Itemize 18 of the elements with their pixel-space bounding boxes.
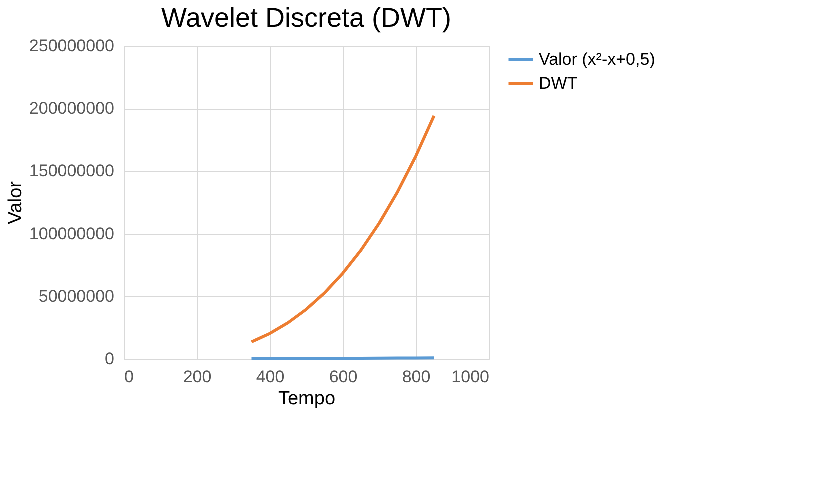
y-tick-label: 50000000 [38,286,114,306]
y-tick-label: 150000000 [29,162,114,181]
x-tick-label: 400 [256,368,285,386]
y-tick-label: 250000000 [29,36,114,56]
x-axis-title: Tempo [278,388,336,410]
line-series [250,114,436,344]
legend-label: Valor (x²-x+0,5) [539,50,656,69]
x-tick-label: 600 [329,368,358,386]
x-tick-label: 200 [183,368,212,386]
x-tick-label: 1000 [452,368,490,386]
y-tick-label: 0 [105,350,114,368]
y-axis-title: Valor [5,180,26,224]
legend-label: DWT [539,74,578,93]
x-tick-label: 0 [124,368,134,386]
y-tick-label: 100000000 [29,224,114,244]
chart-title: Wavelet Discreta (DWT) [161,3,452,33]
x-tick-label: 800 [402,368,431,386]
y-tick-label: 200000000 [29,99,114,118]
